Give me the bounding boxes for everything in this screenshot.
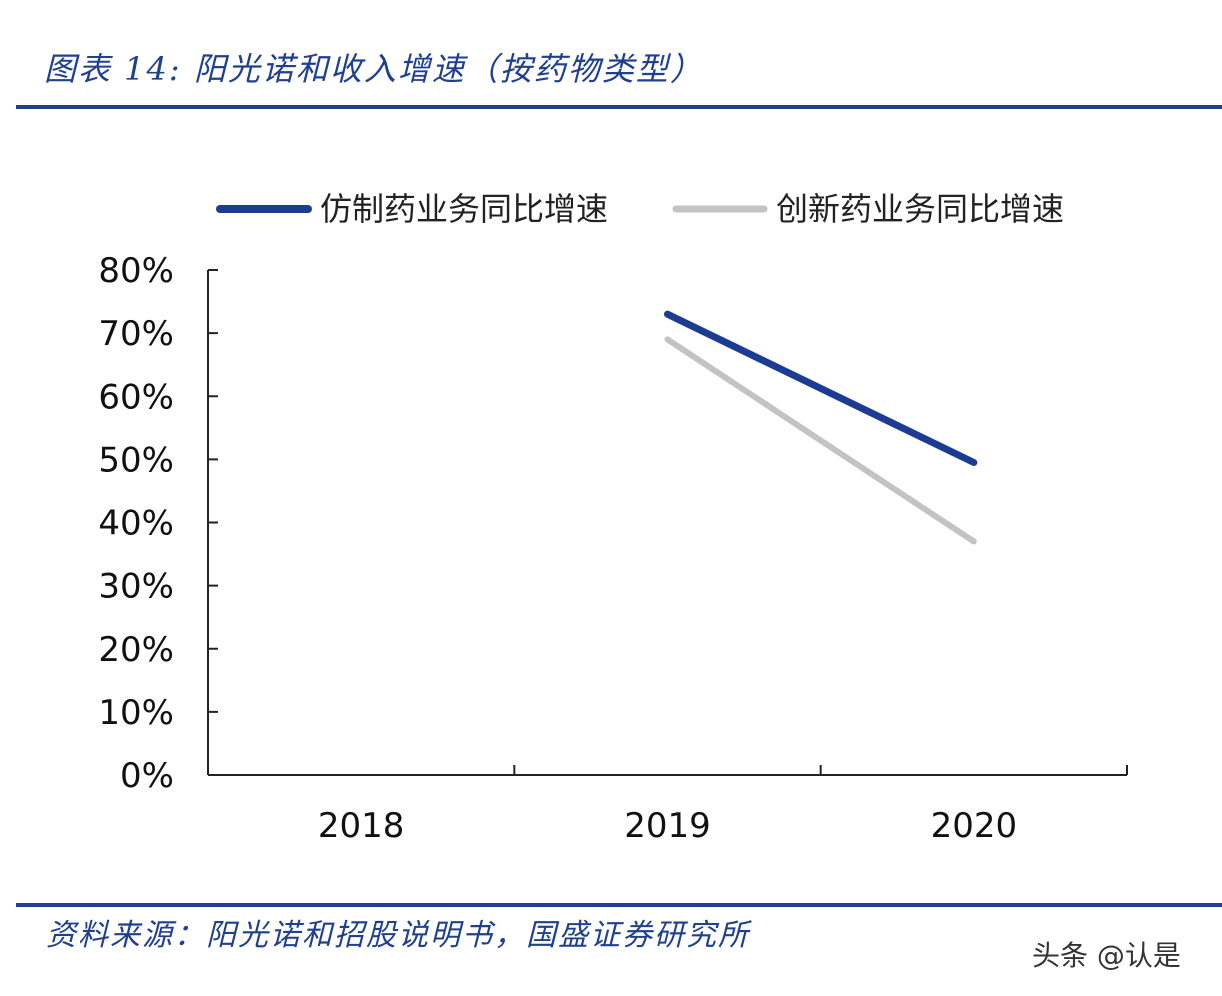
y-axis-ticks: 0% 10% 20% 30% 40% 50% 60% 70% 80% xyxy=(98,251,218,796)
line-chart: 仿制药业务同比增速 创新药业务同比增速 0% 10% 20% 30% 40% 50% 60% 7… xyxy=(98,190,1128,846)
x-axis-ticks: 2018 2019 2020 xyxy=(207,765,1128,846)
y-tick-label: 30% xyxy=(98,567,174,607)
y-tick-label: 0% xyxy=(120,756,174,796)
source-divider xyxy=(16,903,1222,907)
x-tick-label: 2020 xyxy=(931,806,1018,846)
y-tick-label: 20% xyxy=(98,630,174,670)
y-tick-label: 40% xyxy=(98,504,174,544)
y-tick-label: 60% xyxy=(98,377,174,417)
source-note: 资料来源：阳光诺和招股说明书，国盛证券研究所 xyxy=(46,918,750,953)
series-line-1 xyxy=(664,310,978,467)
y-tick-label: 50% xyxy=(98,440,174,480)
chart-series xyxy=(664,310,978,545)
title-divider xyxy=(16,105,1222,109)
series-line-2 xyxy=(664,336,977,545)
chart-axes xyxy=(207,270,1127,776)
x-tick-label: 2019 xyxy=(624,806,711,846)
figure-title: 图表 14: 阳光诺和收入增速（按药物类型） xyxy=(44,50,704,88)
y-tick-label: 70% xyxy=(98,314,174,354)
y-tick-label: 10% xyxy=(98,693,174,733)
legend-label-2: 创新药业务同比增速 xyxy=(776,190,1064,228)
legend-label-1: 仿制药业务同比增速 xyxy=(320,190,608,228)
chart-legend: 仿制药业务同比增速 创新药业务同比增速 xyxy=(216,190,1064,228)
y-tick-label: 80% xyxy=(98,251,174,291)
watermark: 头条 @认是 xyxy=(1032,939,1181,972)
x-tick-label: 2018 xyxy=(318,806,405,846)
